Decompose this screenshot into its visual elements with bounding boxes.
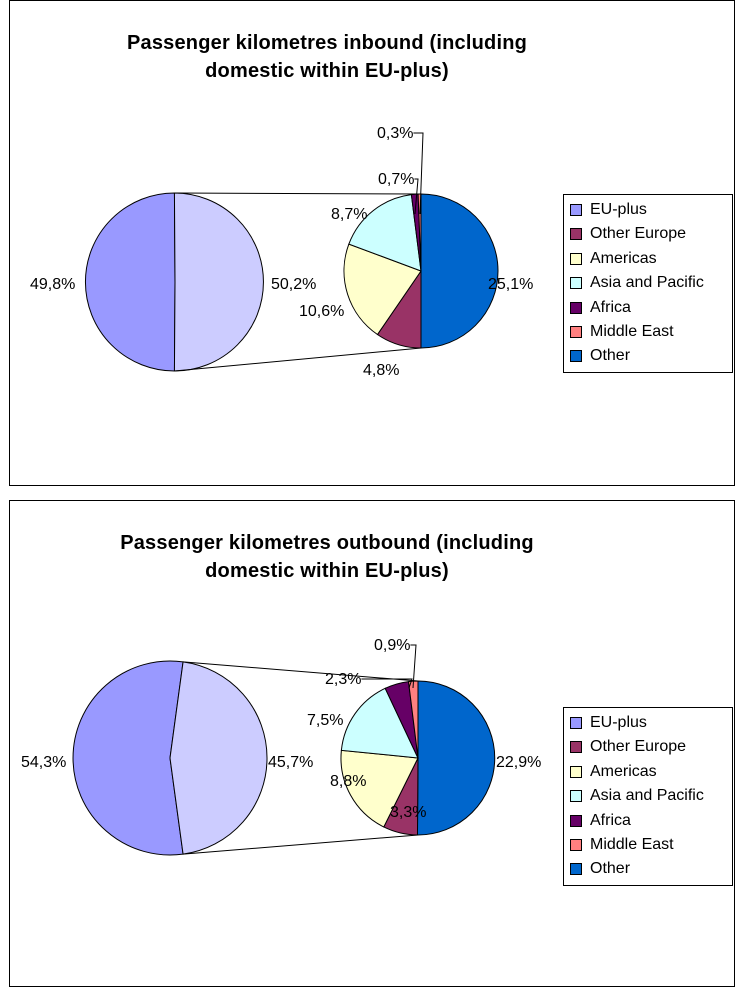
legend-swatch	[570, 717, 582, 729]
chart-title-line-2: domestic within EU-plus)	[205, 60, 449, 82]
legend-item-africa: Africa	[564, 809, 732, 833]
pie-slice-asia-and-pacific	[340, 687, 419, 759]
primary-pie	[72, 660, 268, 856]
chart-panel-outbound: Passenger kilometres outbound (including…	[9, 500, 735, 987]
legend-label: Africa	[590, 298, 631, 316]
legend: EU-plus Other Europe Americas Asia and P…	[563, 707, 733, 886]
data-label-secondary-middle-east: 0,9%	[374, 637, 410, 654]
pie-of-pie-plot: 49,8% 50,2% 25,1% 4,8% 10,6% 8,7% 0,7% 0,3%	[30, 125, 533, 379]
data-label-primary-other: 50,2%	[271, 276, 316, 293]
legend-item-asia-pacific: Asia and Pacific	[564, 784, 732, 808]
data-label-secondary-other-europe: 3,3%	[390, 804, 426, 821]
legend-label: Middle East	[590, 322, 674, 340]
legend-item-other-europe: Other Europe	[564, 222, 732, 246]
pie-slice-other	[420, 193, 499, 349]
legend-swatch	[570, 252, 582, 265]
pie-slice-eu-plus	[84, 192, 176, 372]
legend-label: Other	[590, 860, 631, 878]
legend-item-americas: Americas	[564, 247, 732, 271]
legend-item-eu-plus: EU-plus	[564, 198, 732, 222]
legend-label: Middle East	[590, 835, 674, 853]
chart-title-line-2: domestic within EU-plus)	[205, 560, 449, 582]
legend: EU-plus Other Europe Americas Asia and P…	[563, 194, 733, 373]
pie-slice-asia-and-pacific	[348, 194, 422, 272]
legend-swatch	[570, 204, 582, 216]
data-label-primary-other: 45,7%	[268, 754, 313, 771]
data-label-secondary-americas: 8,8%	[330, 773, 366, 790]
legend-swatch	[570, 301, 582, 314]
chart-title-line-1: Passenger kilometres inbound (including	[126, 32, 528, 54]
secondary-pie	[340, 680, 496, 836]
data-label-secondary-americas: 10,6%	[299, 303, 344, 320]
data-labels: 49,8% 50,2% 25,1% 4,8% 10,6% 8,7% 0,7% 0,3%	[30, 125, 533, 379]
legend-item-eu-plus: EU-plus	[564, 711, 732, 735]
legend-label: Asia and Pacific	[590, 787, 704, 805]
legend-swatch	[570, 790, 582, 803]
connector-line-bottom	[183, 834, 419, 855]
data-label-secondary-asia-and-pacific: 8,7%	[331, 206, 367, 223]
leader-line-africa	[414, 178, 419, 215]
connector-line-top	[174, 192, 422, 195]
chart-title: Passenger kilometres inbound (including …	[10, 29, 644, 85]
secondary-pie	[343, 193, 499, 349]
data-label-primary-eu-plus: 54,3%	[21, 754, 66, 771]
legend-swatch	[570, 814, 582, 827]
legend-item-other: Other	[564, 857, 732, 881]
leader-line-middle-east	[410, 644, 417, 689]
connector-line-top	[183, 661, 419, 682]
legend-label: EU-plus	[590, 714, 647, 731]
legend-item-other: Other	[564, 344, 732, 368]
data-label-secondary-other-europe: 4,8%	[363, 362, 399, 379]
legend-swatch	[570, 838, 582, 851]
legend-item-middle-east: Middle East	[564, 320, 732, 344]
chart-panel-inbound: Passenger kilometres inbound (including …	[9, 0, 735, 486]
pie-of-pie-plot: 54,3% 45,7% 22,9% 3,3% 8,8% 7,5% 2,3% 0,9%	[21, 637, 541, 856]
legend-item-middle-east: Middle East	[564, 833, 732, 857]
pie-slice-other	[416, 680, 496, 836]
legend-label: Asia and Pacific	[590, 274, 704, 292]
legend-swatch	[570, 277, 582, 290]
data-label-secondary-africa: 0,7%	[378, 171, 414, 188]
legend-label: Other	[590, 347, 631, 365]
legend-swatch	[570, 741, 582, 754]
primary-pie	[84, 192, 264, 372]
legend-label: Other Europe	[590, 225, 687, 243]
legend-swatch	[570, 765, 582, 778]
data-label-secondary-other: 25,1%	[488, 276, 533, 293]
data-label-secondary-asia-and-pacific: 7,5%	[307, 712, 343, 729]
legend-label: Other Europe	[590, 738, 687, 756]
chart-title-line-1: Passenger kilometres outbound (including	[120, 532, 534, 554]
legend-item-other-europe: Other Europe	[564, 735, 732, 759]
connector-line-bottom	[174, 347, 422, 372]
legend-label: Africa	[590, 811, 631, 829]
data-label-secondary-africa: 2,3%	[325, 671, 361, 688]
pie-slice-other-combined	[169, 661, 268, 855]
pie-slice-americas	[340, 749, 419, 828]
leader-line-africa	[361, 678, 413, 689]
legend-item-americas: Americas	[564, 760, 732, 784]
legend-swatch	[570, 863, 582, 876]
chart-title: Passenger kilometres outbound (including…	[10, 529, 644, 585]
legend-label: Americas	[590, 762, 657, 780]
legend-item-asia-pacific: Asia and Pacific	[564, 271, 732, 295]
legend-swatch	[570, 325, 582, 338]
data-label-secondary-other: 22,9%	[496, 754, 541, 771]
legend-label: EU-plus	[590, 201, 647, 218]
pie-slice-eu-plus	[72, 660, 184, 856]
leader-line-middle-east	[413, 132, 424, 215]
legend-swatch	[570, 350, 582, 363]
pie-slice-other-combined	[173, 192, 264, 372]
data-label-primary-eu-plus: 49,8%	[30, 276, 75, 293]
legend-item-africa: Africa	[564, 296, 732, 320]
data-labels: 54,3% 45,7% 22,9% 3,3% 8,8% 7,5% 2,3% 0,9%	[21, 637, 541, 821]
legend-swatch	[570, 228, 582, 241]
legend-label: Americas	[590, 249, 657, 267]
pie-slice-americas	[343, 243, 422, 336]
data-label-secondary-middle-east: 0,3%	[377, 125, 413, 142]
